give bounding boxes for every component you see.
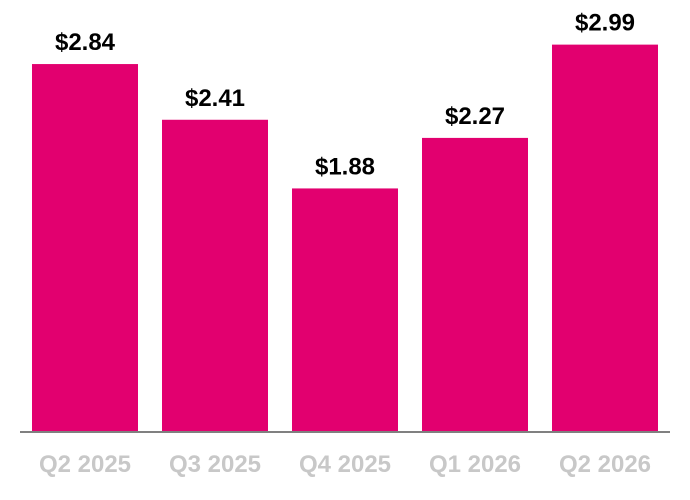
bars-group — [32, 44, 658, 433]
x-tick-labels-group: Q2 2025 Q3 2025 Q4 2025 Q1 2026 Q2 2026 — [39, 451, 651, 478]
value-labels-group: $2.84 $2.41 $1.88 $2.27 $2.99 — [55, 10, 635, 181]
value-label-q1-2026: $2.27 — [445, 103, 505, 130]
value-label-q2-2025: $2.84 — [55, 29, 116, 56]
x-tick-label-q3-2025: Q3 2025 — [169, 451, 261, 478]
x-tick-label-q1-2026: Q1 2026 — [429, 451, 521, 478]
x-tick-label-q2-2026: Q2 2026 — [559, 451, 651, 478]
x-tick-label-q4-2025: Q4 2025 — [299, 451, 391, 478]
value-label-q2-2026: $2.99 — [575, 10, 635, 37]
x-tick-label-q2-2025: Q2 2025 — [39, 451, 131, 478]
value-label-q4-2025: $1.88 — [315, 153, 375, 180]
bar-q4-2025 — [292, 188, 398, 432]
bar-q3-2025 — [162, 119, 268, 432]
bar-q2-2026 — [552, 44, 658, 432]
bar-q1-2026 — [422, 137, 528, 433]
value-label-q3-2025: $2.41 — [185, 85, 245, 112]
bar-q2-2025 — [32, 64, 138, 432]
